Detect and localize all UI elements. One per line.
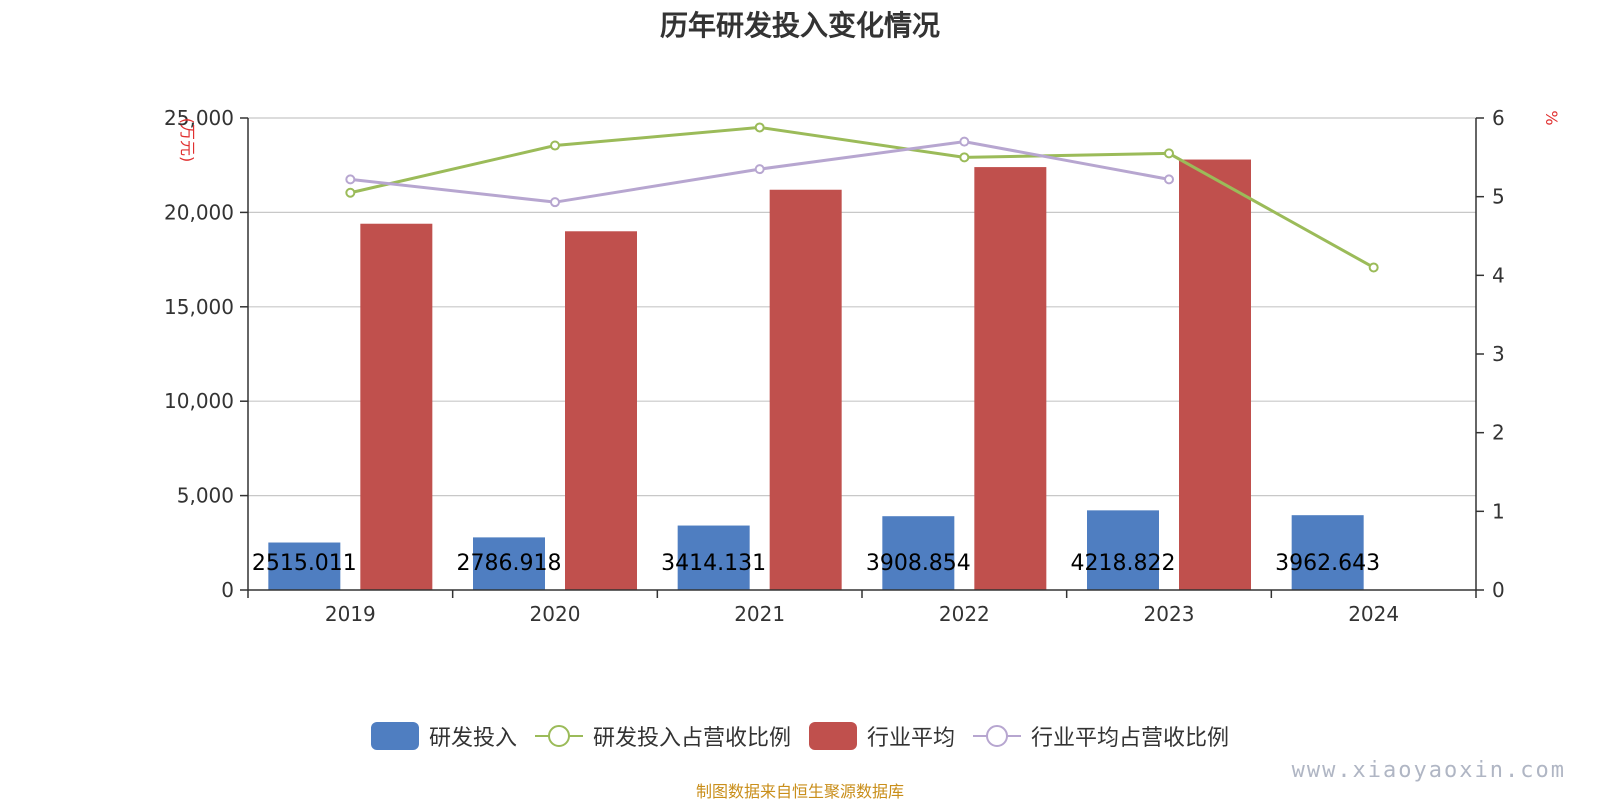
legend: 研发投入 研发投入占营收比例 行业平均 行业平均占营收比例	[0, 720, 1600, 752]
legend-swatch-rd	[370, 722, 419, 750]
series-point	[550, 140, 560, 151]
legend-label-industry-ratio: 行业平均占营收比例	[1031, 726, 1230, 751]
legend-item-industry-ratio[interactable]: 行业平均占营收比例	[973, 720, 1229, 752]
legend-label-rd: 研发投入	[428, 726, 517, 751]
legend-item-rd-ratio[interactable]: 研发投入占营收比例	[534, 720, 791, 752]
legend-label-rd-ratio: 研发投入占营收比例	[592, 726, 791, 751]
bar	[769, 189, 842, 590]
y-right-tick-label: 0	[1492, 578, 1505, 602]
bar-value-label: 2786.918	[457, 551, 562, 576]
x-tick-label: 2021	[734, 602, 785, 626]
legend-item-industry[interactable]: 行业平均	[809, 720, 955, 752]
chart-title: 历年研发投入变化情况	[659, 9, 940, 42]
y-right-tick-label: 6	[1492, 106, 1505, 130]
series-point	[345, 174, 356, 185]
series-point	[754, 122, 765, 133]
bar	[1291, 515, 1364, 590]
bar-value-label: 3962.643	[1275, 551, 1380, 576]
y-right-unit: %	[1542, 110, 1561, 125]
series-point	[1368, 262, 1379, 273]
bar	[882, 516, 955, 590]
bar	[1179, 159, 1251, 590]
y-right-tick-label: 5	[1492, 185, 1505, 209]
y-right-tick-label: 1	[1492, 499, 1505, 523]
x-tick-label: 2023	[1144, 602, 1195, 626]
y-left-unit: (万元)	[178, 118, 197, 163]
y-right-tick-label: 2	[1492, 421, 1505, 445]
series-point	[550, 197, 560, 208]
x-tick-label: 2020	[530, 602, 581, 626]
series-point	[1164, 174, 1174, 185]
bar	[565, 231, 637, 590]
y-left-tick-label: 20,000	[164, 200, 234, 224]
bar	[1087, 510, 1159, 590]
bar-value-label: 4218.822	[1071, 551, 1176, 576]
series-point	[754, 164, 765, 175]
y-left-tick-label: 25,000	[164, 106, 234, 130]
bar	[268, 542, 341, 590]
bar	[473, 537, 545, 590]
x-tick-label: 2019	[325, 602, 376, 626]
y-left-tick-label: 15,000	[164, 295, 234, 319]
series-line	[349, 125, 1375, 269]
y-right-tick-label: 3	[1492, 342, 1505, 366]
y-left-tick-label: 0	[221, 578, 234, 602]
axes: 0 5,000 10,000 15,000 20,000 25,000 0 1 2 3 4 5 6 (万元…	[164, 106, 1561, 626]
series-point	[959, 152, 970, 163]
x-tick-label: 2024	[1348, 602, 1399, 626]
y-right-tick-label: 4	[1492, 263, 1505, 287]
grid-lines	[248, 117, 1476, 497]
data-source-note: 制图数据来自恒生聚源数据库	[695, 782, 904, 801]
bar-value-label: 3908.854	[866, 551, 971, 576]
series-point	[959, 136, 970, 147]
y-left-tick-label: 10,000	[164, 389, 234, 413]
bar	[677, 525, 750, 590]
data-labels: 2515.011 2786.918 3414.131 3908.854 4218.822…	[252, 551, 1380, 576]
legend-swatch-industry-ratio	[973, 725, 1022, 747]
legend-swatch-rd-ratio	[534, 725, 583, 747]
watermark: www.xiaoyaoxin.com	[1291, 758, 1566, 783]
chart-canvas: 0 5,000 10,000 15,000 20,000 25,000 0 1 2 3 4 5 6 (万元…	[164, 106, 1561, 626]
bar	[360, 223, 433, 590]
lines	[345, 122, 1379, 273]
y-left-tick-label: 5,000	[177, 484, 234, 508]
bar	[974, 167, 1047, 590]
series-point	[345, 187, 356, 198]
bar-value-label: 3414.131	[661, 551, 766, 576]
bar-value-label: 2515.011	[252, 551, 357, 576]
legend-item-rd[interactable]: 研发投入	[370, 720, 517, 752]
legend-label-industry: 行业平均	[867, 726, 956, 751]
bars	[268, 159, 1364, 590]
series-point	[1164, 148, 1174, 159]
legend-swatch-industry	[809, 722, 857, 750]
x-tick-label: 2022	[939, 602, 990, 626]
